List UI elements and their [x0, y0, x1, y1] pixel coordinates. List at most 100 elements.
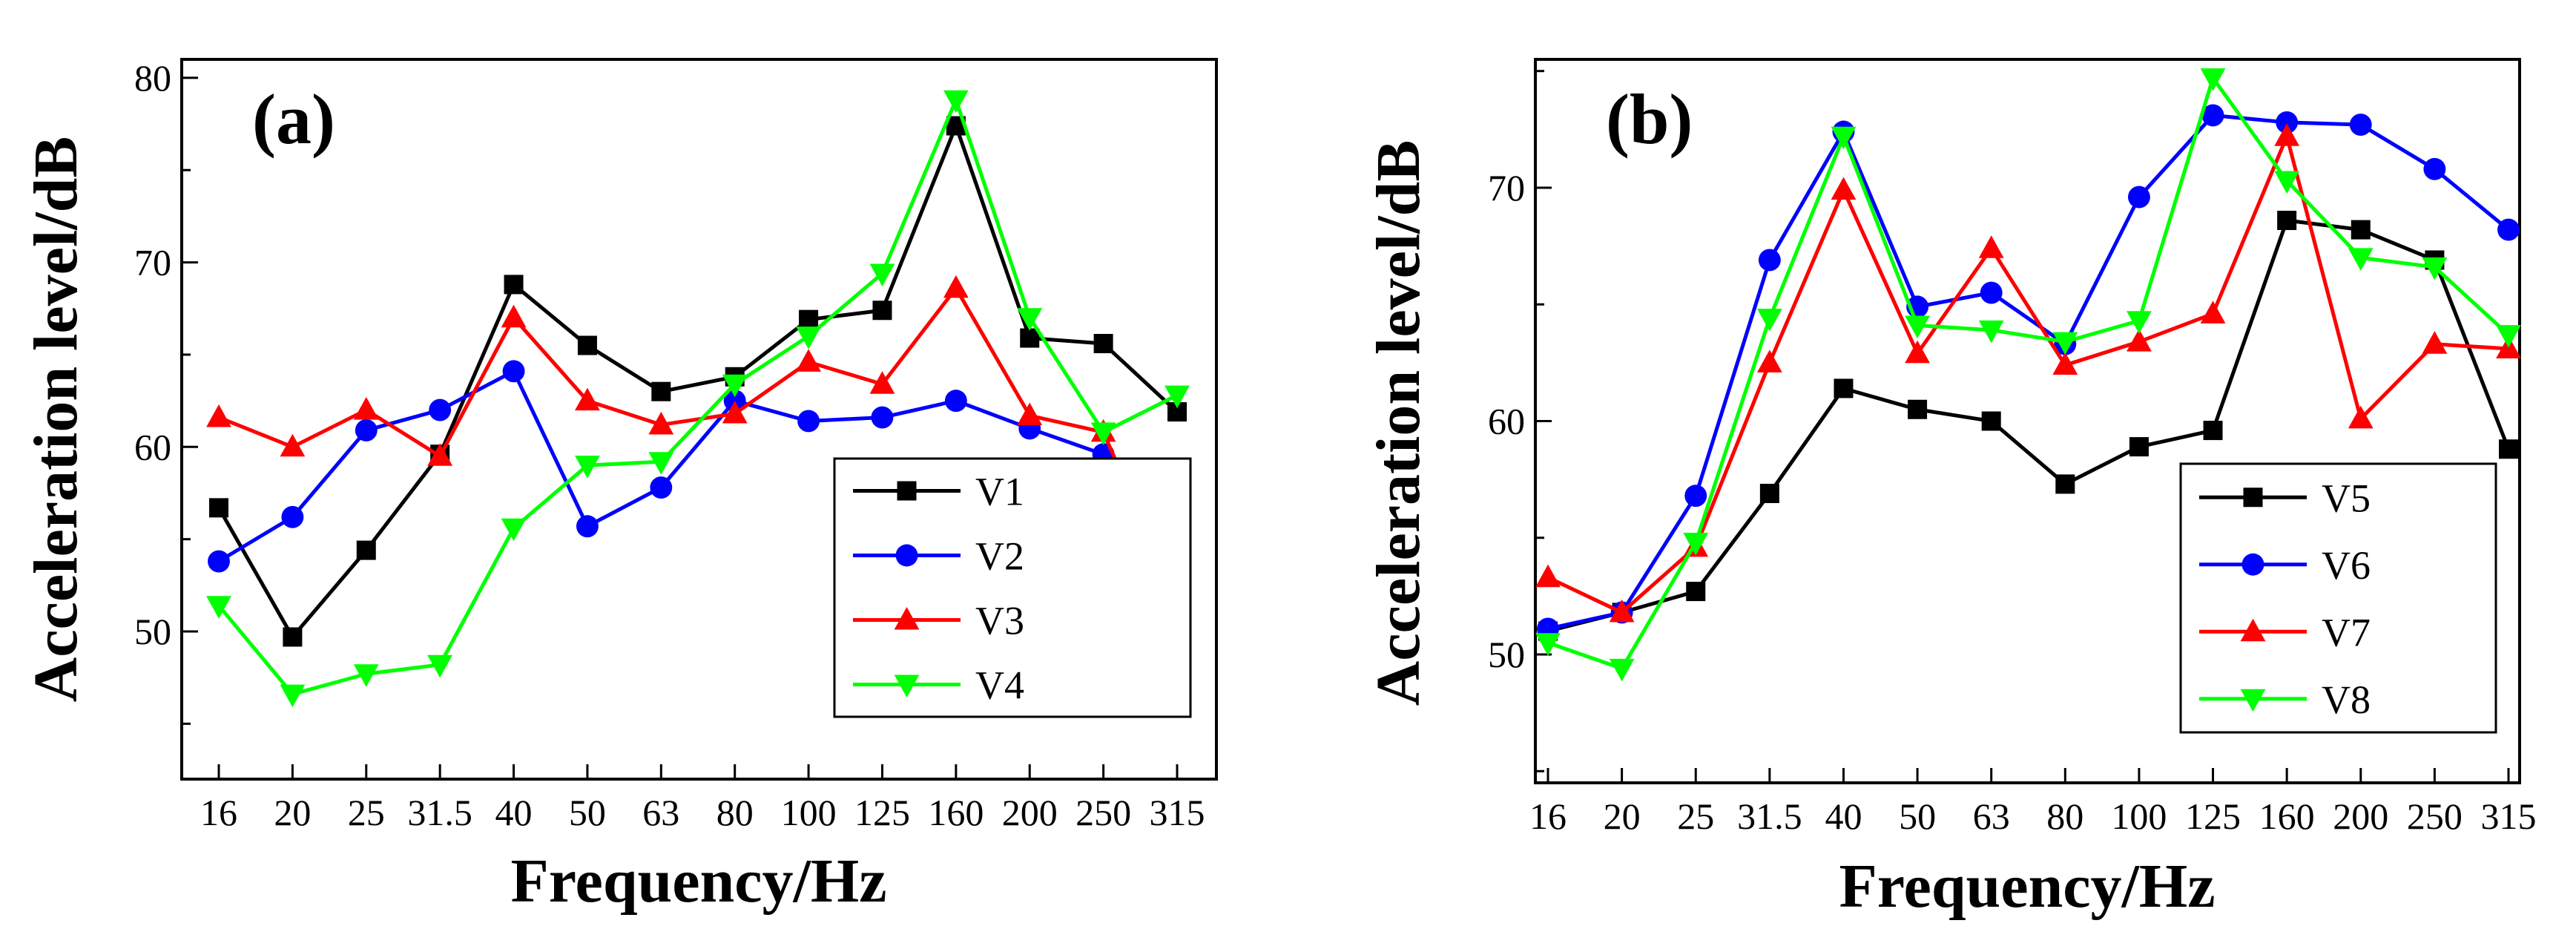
- data-point-v1: [504, 275, 524, 295]
- data-point-v5: [2055, 474, 2075, 494]
- data-point-v4: [427, 654, 453, 678]
- y-tick-label: 50: [134, 611, 171, 652]
- data-point-v1: [872, 301, 892, 321]
- y-axis-title: Acceleration level/dB: [22, 137, 90, 703]
- data-point-v8: [1535, 633, 1561, 656]
- data-point-v1: [1093, 334, 1113, 354]
- x-tick-label: 16: [1529, 795, 1567, 837]
- legend-marker-v4: [894, 674, 920, 698]
- data-point-v1: [651, 381, 671, 401]
- data-point-v5: [2351, 220, 2371, 240]
- data-point-v3: [206, 404, 231, 427]
- data-point-v6: [2423, 157, 2446, 180]
- data-point-v8: [1683, 533, 1709, 556]
- y-tick-label: 80: [134, 57, 171, 99]
- data-point-v6: [1980, 281, 2003, 304]
- x-tick-label: 200: [2333, 795, 2388, 837]
- data-point-v8: [2348, 248, 2374, 271]
- x-tick-label: 50: [1899, 795, 1936, 837]
- data-point-v7: [1905, 340, 1930, 364]
- series-line-v2: [217, 369, 1179, 563]
- data-point-v2: [355, 418, 378, 441]
- legend: V1 V2 V3 V4: [833, 457, 1192, 718]
- data-point-v7: [2422, 331, 2448, 354]
- legend-box: [833, 457, 1192, 718]
- data-point-v4: [1017, 308, 1043, 331]
- x-tick-label: 63: [1973, 795, 2010, 837]
- panel-label: (b): [1606, 79, 1693, 159]
- data-point-v6: [1684, 485, 1707, 508]
- data-point-v6: [2276, 111, 2299, 134]
- data-point-v2: [429, 398, 452, 421]
- data-point-v3: [796, 349, 821, 372]
- series-line-v4: [217, 98, 1179, 697]
- data-point-v1: [283, 627, 303, 647]
- x-tick-label: 250: [2407, 795, 2463, 837]
- panel-label: (a): [252, 79, 335, 159]
- data-point-v8: [2422, 257, 2448, 280]
- legend-marker-v1: [897, 481, 917, 501]
- x-tick-label: 200: [1002, 792, 1058, 833]
- data-point-v3: [501, 304, 527, 328]
- x-tick-label: 50: [569, 792, 606, 833]
- y-ticks: 50 60 70 80: [134, 57, 198, 725]
- legend-marker-v5: [2243, 488, 2263, 508]
- data-point-v8: [2274, 171, 2300, 194]
- x-tick-label: 80: [2046, 795, 2083, 837]
- data-point-v8: [1905, 315, 1930, 339]
- data-point-v1: [356, 540, 376, 560]
- data-point-v4: [869, 263, 895, 287]
- data-point-v7: [1535, 564, 1561, 588]
- data-point-v3: [280, 433, 306, 457]
- data-point-v5: [2499, 439, 2518, 459]
- data-point-v4: [1165, 385, 1190, 409]
- data-point-v7: [1756, 349, 1782, 372]
- x-tick-label: 100: [781, 792, 837, 833]
- data-point-v2: [281, 505, 304, 528]
- x-tick-label: 31.5: [1737, 795, 1802, 837]
- data-point-v8: [2052, 332, 2078, 355]
- x-tick-label: 63: [642, 792, 679, 833]
- data-point-v3: [353, 397, 379, 420]
- panel-b: (b) 16 20 25 31.5 40 50 63 80 100 125 160 200 250 315…: [1364, 58, 2537, 921]
- series-line-v3: [218, 286, 1179, 603]
- legend-label-v6: V6: [2322, 543, 2371, 588]
- x-tick-label: 125: [854, 792, 910, 833]
- data-point-v4: [943, 90, 969, 114]
- data-point-v7: [2127, 329, 2152, 352]
- data-point-v4: [1090, 422, 1116, 445]
- data-point-v7: [2348, 405, 2374, 429]
- legend-label-v8: V8: [2322, 677, 2371, 722]
- data-point-v7: [1978, 235, 2004, 258]
- x-tick-label: 125: [2185, 795, 2241, 837]
- data-point-v4: [280, 684, 306, 708]
- x-tick-label: 40: [495, 792, 533, 833]
- x-ticks: 16 20 25 31.5 40 50 63 80 100 125 160 200 250 315: [1529, 768, 2537, 837]
- data-point-v2: [208, 550, 230, 573]
- y-tick-label: 70: [134, 242, 171, 283]
- series-line-v7: [1546, 134, 2509, 614]
- legend-marker-v2: [895, 544, 918, 567]
- data-point-v8: [2496, 325, 2521, 348]
- x-tick-label: 16: [200, 792, 237, 833]
- data-point-v2: [576, 515, 599, 538]
- data-point-v4: [206, 596, 231, 619]
- data-point-v3: [427, 443, 453, 466]
- legend-marker-v7: [2240, 618, 2266, 642]
- data-point-v1: [1020, 328, 1040, 348]
- data-point-v1: [209, 498, 228, 518]
- data-point-v2: [502, 360, 525, 383]
- x-tick-label: 250: [1075, 792, 1131, 833]
- legend-label-v1: V1: [975, 470, 1024, 514]
- x-ticks: 16 20 25 31.5 40 50 63 80 100 125 160 200 250 315: [200, 764, 1205, 833]
- series-group: [206, 90, 1190, 708]
- data-point-v5: [2129, 437, 2149, 457]
- legend-label-v5: V5: [2322, 476, 2371, 520]
- series-line-v1: [217, 124, 1179, 639]
- x-tick-label: 40: [1825, 795, 1862, 837]
- data-point-v3: [943, 275, 969, 298]
- panel-a: (a) 16 20 25 31.5 40 50 63 80 100 125 160 200 250 315…: [22, 57, 1218, 916]
- data-point-v3: [648, 411, 674, 435]
- y-axis-title: Acceleration level/dB: [1364, 140, 1433, 706]
